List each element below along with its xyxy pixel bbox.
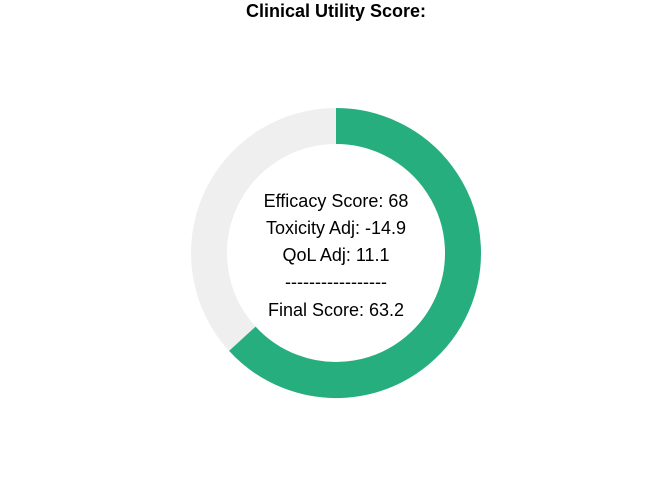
center-line-efficacy: Efficacy Score: 68 <box>264 191 409 211</box>
chart-title: Clinical Utility Score: <box>245 1 427 21</box>
donut-value-arc <box>229 108 481 398</box>
center-line-final-score: Final Score: 63.2 <box>268 300 404 320</box>
center-line-qol: QoL Adj: 11.1 <box>282 245 389 265</box>
center-line-toxicity: Toxicity Adj: -14.9 <box>266 218 406 238</box>
center-line-separator: ----------------- <box>285 272 387 292</box>
center-text: Efficacy Score: 68 Toxicity Adj: -14.9 Q… <box>264 191 409 320</box>
donut-track-arc <box>191 108 337 351</box>
